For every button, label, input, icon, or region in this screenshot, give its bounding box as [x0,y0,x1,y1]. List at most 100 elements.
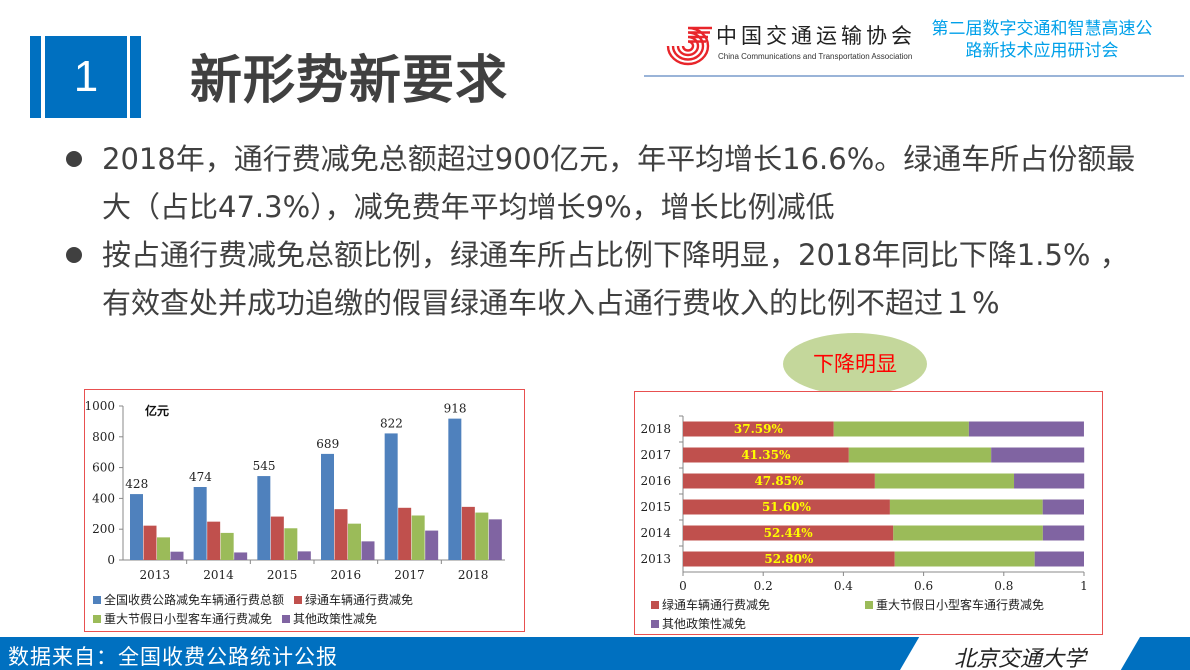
x-tick-label: 2017 [394,568,425,582]
bar [157,537,170,560]
page-title: 新形势新要求 [190,51,509,111]
legend-label: 绿通车辆通行费减免 [305,593,414,607]
association-name-en: China Communications and Transportation … [718,52,913,61]
bar [193,487,207,560]
bar [170,551,184,560]
university-name: 北京交通大学 [953,647,1086,670]
bar-value-label: 428 [125,477,148,491]
bar [297,551,311,560]
callout-text: 下降明显 [813,352,897,376]
bar [348,523,361,560]
legend-item: 其他政策性减免 [282,610,377,627]
x-tick-label: 0.4 [834,579,853,593]
bar-value-label: 689 [316,437,339,451]
y-tick-label: 2016 [640,474,671,488]
y-tick-label: 2015 [640,500,671,514]
stacked-bar-plot: 2018 37.59% 2017 41.35% 2016 47.85% 2015 51.60%… [640,415,1088,593]
bar [448,418,462,560]
x-tick-label: 0.8 [994,579,1013,593]
footer-bar: 数据来自：全国收费公路统计公报 北京交通大学 [0,637,1190,670]
y-tick-label: 1000 [85,399,115,413]
legend-swatch-icon [651,600,659,609]
association-logo: 中国交通运输协会 China Communications and Transp… [662,18,912,68]
segment-value-label: 47.85% [754,474,804,488]
legend-label: 其他政策性减免 [293,612,378,626]
section-number: 1 [73,52,99,101]
conference-title-line1: 第二届数字交通和智慧高速公 [931,19,1153,39]
header-divider [644,75,1184,77]
y-tick-label: 600 [92,461,115,475]
x-tick-label: 2018 [458,568,489,582]
bullet-item: 按占通行费减免总额比例，绿通车所占比例下降明显，2018年同比下降1.5% ， … [60,231,1170,327]
stacked-segment [683,551,895,567]
stacked-segment [889,499,1043,515]
stacked-segment [683,447,849,463]
legend-swatch-icon [651,619,659,628]
bar-value-label: 545 [253,459,276,473]
stacked-segment [848,447,992,463]
segment-value-label: 41.35% [741,448,791,462]
y-tick-label: 400 [92,491,115,505]
bullet-dot-icon [66,151,82,167]
bar [398,507,412,560]
bar [488,519,502,560]
stacked-segment [1034,551,1084,567]
y-tick-label: 800 [92,430,115,444]
association-emblem-icon [666,26,712,66]
segment-value-label: 52.44% [764,526,814,540]
bar [143,525,157,560]
bar [361,541,375,560]
bar [475,512,489,560]
bar-value-label: 822 [380,416,403,430]
badge-bar-main [45,36,127,118]
x-tick-label: 2014 [203,568,234,582]
bar-chart-plot: 0 200 400 600 800 1000 亿元 428 2013 474 2014 545 2015… [85,399,505,582]
stacked-segment [683,525,894,541]
x-tick-label: 2015 [267,568,298,582]
bullet-list: 2018年，通行费减免总额超过900亿元，年平均增长16.6%。绿通车所占份额最… [60,135,1170,327]
association-name-cn: 中国交通运输协会 [716,24,916,48]
conference-title: 第二届数字交通和智慧高速公 路新技术应用研讨会 [912,18,1172,62]
bar-value-label: 474 [189,470,212,484]
data-source-text: 数据来自：全国收费公路统计公报 [8,645,338,669]
section-number-badge: 1 [30,36,142,118]
x-tick-label: 1 [1080,579,1088,593]
legend-item: 绿通车辆通行费减免 [294,591,413,608]
reduction-share-stacked-chart: 2018 37.59% 2017 41.35% 2016 47.85% 2015 51.60%… [634,391,1103,635]
bar [207,521,221,560]
y-tick-label: 200 [92,522,115,536]
x-tick-label: 0.6 [914,579,933,593]
bar [270,516,284,560]
bullet-dot-icon [66,247,82,263]
bar [130,494,143,560]
legend-item: 其他政策性减免 [651,615,746,632]
y-tick-label: 2013 [640,552,671,566]
legend-swatch-icon [282,614,291,623]
bar-value-label: 918 [444,402,467,416]
bar [257,476,271,560]
legend-item: 全国收费公路减免车辆通行费总额 [93,591,284,608]
segment-value-label: 51.60% [762,500,812,514]
segment-value-label: 37.59% [734,422,784,436]
stacked-segment [683,473,875,489]
bar [220,532,234,560]
bullet-text-line: 2018年，通行费减免总额超过900亿元，年平均增长16.6%。绿通车所占份额最 [102,142,1136,176]
reduction-amount-bar-chart: 0 200 400 600 800 1000 亿元 428 2013 474 2014 545 2015… [84,389,525,632]
segment-value-label: 52.80% [764,552,814,566]
x-tick-label: 0.2 [754,579,773,593]
legend-label: 全国收费公路减免车辆通行费总额 [104,593,285,607]
bullet-text-line: 有效查处并成功追缴的假冒绿通车收入占通行费收入的比例不超过１% [102,286,1000,320]
legend-swatch-icon [93,614,101,623]
stacked-segment [683,499,890,515]
bar [411,515,425,560]
stacked-segment [1042,525,1085,541]
legend-label: 重大节假日小型客车通行费减免 [104,612,273,626]
legend-swatch-icon [93,595,101,604]
stacked-segment [894,551,1035,567]
legend-item: 重大节假日小型客车通行费减免 [93,610,272,627]
bullet-text-line: 大（占比47.3%），减免费年平均增长9%，增长比例减低 [102,190,835,224]
x-tick-label: 0 [679,579,687,593]
stacked-segment [874,473,1015,489]
bar [425,530,439,560]
stacked-segment [1042,499,1084,515]
